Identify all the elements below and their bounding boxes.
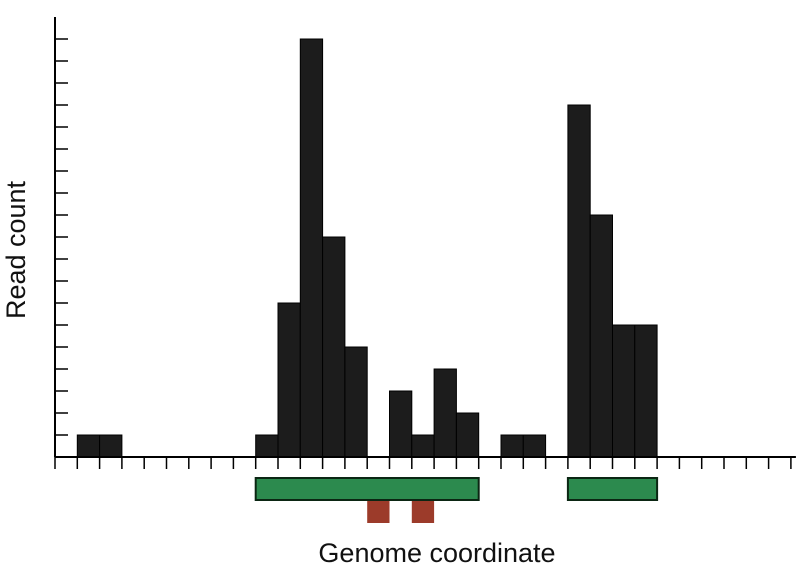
bar <box>344 346 368 458</box>
bar <box>612 324 636 458</box>
bar <box>589 214 614 458</box>
bar <box>455 412 480 458</box>
bar <box>634 324 658 458</box>
gene-region <box>566 477 659 501</box>
bar <box>567 104 591 458</box>
bar <box>522 434 547 458</box>
bar <box>500 434 524 458</box>
axes-layer <box>54 17 796 469</box>
bar <box>99 434 123 458</box>
feature-mark <box>367 501 390 523</box>
bar <box>322 236 346 458</box>
bar <box>255 434 279 458</box>
bars-layer <box>76 38 658 458</box>
y-axis-label: Read count <box>1 180 31 319</box>
bar <box>299 38 324 458</box>
bar <box>277 302 301 458</box>
bar <box>411 434 435 458</box>
bar <box>76 434 101 458</box>
x-axis-label: Genome coordinate <box>318 538 555 568</box>
feature-mark <box>411 501 435 523</box>
gene-region <box>254 477 480 501</box>
bar <box>433 368 457 458</box>
bar <box>389 390 413 458</box>
annotation-layer <box>254 477 659 523</box>
